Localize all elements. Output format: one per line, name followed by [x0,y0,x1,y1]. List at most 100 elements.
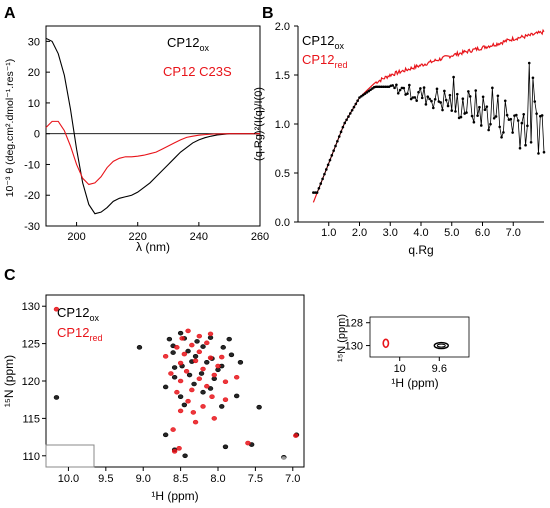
series-point-cp12ox [348,112,352,115]
series-point-cp12ox [424,103,428,106]
peak-cp12ox [226,336,232,342]
panel-b-xlabel: q.Rg [408,243,433,257]
inset-series [382,338,449,350]
series-point-cp12ox [374,85,378,89]
x-tick-label: 7.0 [285,473,300,485]
peak-cp12ox [219,404,225,409]
peak-cp12ox [53,395,60,400]
series-point-cp12ox [524,143,527,147]
peak-cp12red [185,328,191,334]
series-point-cp12ox [409,97,413,101]
panel-b-legend-ox: CP12ox [302,33,345,51]
series-point-cp12ox [441,108,444,112]
series-point-cp12ox [356,99,359,103]
series-point-cp12ox [365,91,369,94]
x-tick-label: 5.0 [444,227,459,239]
x-tick-label: 9.0 [136,473,151,485]
series-point-cp12ox [459,115,463,119]
y-tick-label: 1.5 [275,70,290,82]
series-point-cp12ox [489,122,492,126]
x-tick-label: 7.0 [506,227,521,239]
panel-c-legend-red: CP12red [57,325,103,343]
series-point-cp12ox [474,89,478,92]
series-point-cp12ox [537,152,540,155]
series-point-cp12ox [336,139,339,143]
series-point-cp12ox [393,86,396,90]
series-line-cp12-c23s [45,120,260,186]
series-point-cp12ox [337,135,341,138]
panel-b-ylabel: (q.Rg)²(I(q)/I(0) [253,87,265,161]
series-point-cp12ox [491,86,494,90]
series-point-cp12ox [439,101,442,104]
panel-b-legend-red: CP12red [302,52,348,70]
peak-cp12red [179,336,185,341]
series-point-cp12ox [476,114,479,117]
y-tick-label: 30 [28,36,40,48]
y-tick-label: 115 [22,413,40,425]
series-point-cp12ox [526,124,529,128]
series-point-cp12ox [443,89,446,93]
series-point-cp12ox [339,130,343,134]
x-tick-label: 200 [67,231,85,243]
y-tick-label: 2.0 [275,21,290,33]
panel-a-legend-ox: CP12ox [167,35,210,53]
series-point-cp12ox [380,85,383,89]
inset-xlabel: ¹H (ppm) [391,376,438,390]
series-point-cp12ox [487,128,490,132]
inset-y-tick-label: 128 [345,318,363,330]
series-point-cp12ox [500,135,503,139]
peak-cp12ox [207,386,214,391]
peak-cp12ox [170,350,176,355]
series-point-cp12ox [361,93,365,97]
y-tick-label: 20 [28,67,40,79]
peak-cp12red [211,416,217,421]
peak-cp12red [222,397,229,402]
peak-cp12red [207,355,214,361]
y-tick-label: 0.0 [275,217,290,229]
series-point-cp12ox [319,182,323,185]
series-point-cp12ox [395,83,398,87]
series-point-cp12ox [358,96,361,99]
peak-cp12red [200,366,206,372]
peak-cp12ox [185,348,191,354]
series-point-cp12ox [533,100,537,103]
series-point-cp12ox [347,115,350,118]
peak-cp12ox [222,444,229,450]
series-point-cp12ox [531,76,535,80]
peak-cp12red [189,387,195,393]
y-tick-label: 110 [22,451,40,463]
series-point-cp12ox [406,92,409,95]
panel-b: B 1.0 2.0 3.0 4.0 5.0 6.0 7.0 0.0 0.5 1.0 1.5 2.0 C… [253,5,546,257]
peak-cp12red [176,446,182,451]
series-point-cp12ox [402,86,406,90]
peak-cp12red [196,376,203,382]
series-point-cp12ox [483,108,487,112]
series-point-cp12ox [354,102,358,106]
panel-a-xlabel: λ (nm) [136,240,170,254]
panel-a-ylabel: 10⁻³ θ (deg.cm².dmol⁻¹.res⁻¹) [4,59,16,198]
inset-ylabel: ¹⁵N (ppm) [336,314,348,362]
peak-cp12red [192,419,199,425]
peak-cp12red [209,394,215,400]
peak-cp12ox [182,453,188,459]
x-tick-label: 3.0 [383,227,398,239]
peak-cp12red [177,378,184,384]
panel-a-legend-c23s: CP12 C23S [163,64,232,79]
peak-cp12ox [211,376,217,382]
peak-cp12ox [200,344,206,349]
peak-cp12ox [237,360,244,365]
series-point-cp12ox [396,92,400,95]
peak-cp12ox [220,345,226,350]
panel-c-series [53,306,300,460]
peak-cp12red [177,408,184,414]
peak-cp12red [177,360,184,366]
peak-cp12red [174,345,180,350]
peak-cp12red [196,349,203,355]
series-point-cp12ox [540,114,544,117]
series-point-cp12ox [408,83,411,87]
inset-x-tick-label: 10 [394,363,406,375]
series-point-cp12ox [376,85,380,89]
series-point-cp12ox [515,113,518,117]
series-point-cp12ox [398,88,402,92]
series-point-cp12ox [315,191,319,194]
